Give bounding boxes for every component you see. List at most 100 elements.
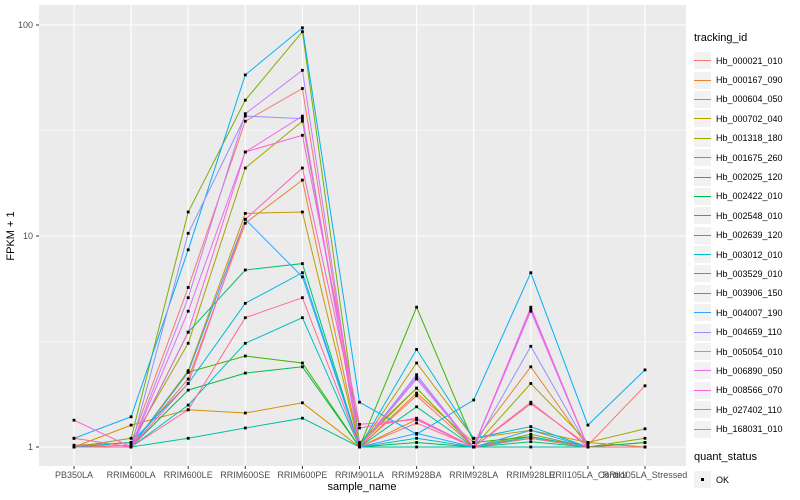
- data-point: [586, 441, 590, 444]
- data-point: [358, 441, 361, 444]
- data-point: [301, 30, 304, 34]
- legend-item-label: Hb_003906_150: [716, 288, 783, 299]
- data-point: [301, 68, 304, 72]
- legend-line-icon: [694, 370, 711, 372]
- data-point: [186, 369, 190, 373]
- legend-key-icon: [694, 52, 711, 70]
- data-point: [472, 398, 476, 402]
- data-point: [301, 316, 304, 320]
- x-tick-label: RRIM928LE: [506, 470, 555, 480]
- data-point: [243, 301, 247, 305]
- quant-status-item: OK: [694, 470, 798, 489]
- data-point: [358, 423, 361, 426]
- legend-key-icon: [694, 420, 711, 438]
- data-point: [186, 403, 190, 407]
- data-point: [643, 445, 647, 449]
- axis-ticks: [36, 24, 646, 469]
- data-point: [301, 365, 304, 369]
- data-point: [415, 416, 418, 420]
- x-tick-label: RRIM600LE: [164, 470, 213, 480]
- legend-key-icon: [694, 362, 711, 380]
- data-point: [529, 382, 533, 385]
- legend-line-icon: [694, 79, 711, 81]
- data-point: [643, 384, 647, 388]
- legend-line-icon: [694, 389, 711, 391]
- data-point: [415, 373, 418, 377]
- data-point: [129, 423, 133, 427]
- legend-item: Hb_000021_010: [694, 51, 798, 70]
- legend-title-quant-status: quant_status: [694, 450, 757, 463]
- data-point: [301, 166, 304, 170]
- legend-line-icon: [694, 118, 711, 120]
- data-point: [243, 316, 247, 320]
- legend-key-icon: [694, 129, 711, 147]
- y-tick-label: 1: [28, 442, 33, 452]
- legend-key-icon: [694, 90, 711, 108]
- data-point: [415, 348, 418, 351]
- data-point: [301, 114, 304, 118]
- data-point: [186, 210, 190, 214]
- data-point: [415, 375, 418, 379]
- x-tick-label: RRIM600LA: [107, 470, 156, 480]
- quant-status-block: quant_status OK: [694, 451, 798, 489]
- data-point: [243, 98, 247, 102]
- x-tick-label: RRIM928LA: [449, 470, 498, 480]
- legend-item-label: Hb_001675_260: [716, 152, 783, 163]
- legend-line-icon: [694, 176, 711, 178]
- quant-status-items: OK: [694, 470, 798, 489]
- x-tick-label: PB350LA: [55, 470, 93, 480]
- data-point: [301, 210, 304, 214]
- data-point: [529, 425, 533, 428]
- legend-item-label: Hb_002422_010: [716, 191, 783, 202]
- data-point: [529, 435, 533, 438]
- legend-item: Hb_004007_190: [694, 303, 798, 322]
- x-tick-label: RRIM600SE: [220, 470, 270, 480]
- legend-item: Hb_003012_010: [694, 245, 798, 264]
- data-point: [186, 309, 190, 313]
- data-points: [72, 26, 647, 449]
- legend-key-icon: [694, 149, 711, 167]
- legend-item-label: Hb_168031_010: [716, 424, 783, 435]
- data-point: [472, 436, 476, 440]
- legend-item-label: Hb_000702_040: [716, 113, 783, 124]
- data-point: [415, 421, 418, 425]
- x-tick-label: RRII105LA_Control: [549, 470, 627, 480]
- legend-item-label: Hb_000021_010: [716, 55, 783, 66]
- data-point: [243, 371, 247, 375]
- data-point: [243, 119, 247, 123]
- legend-key-icon: [694, 265, 711, 283]
- legend-key-icon: [694, 381, 711, 399]
- data-point: [186, 382, 190, 385]
- legend-item: Hb_005054_010: [694, 342, 798, 361]
- legend-item-label: Hb_004007_190: [716, 307, 783, 318]
- legend-item-label: Hb_002025_120: [716, 172, 783, 183]
- data-point: [301, 361, 304, 365]
- legend-item-label: Hb_003529_010: [716, 268, 783, 279]
- legend-item: Hb_000702_040: [694, 109, 798, 128]
- data-point: [243, 341, 247, 345]
- data-point: [301, 26, 304, 30]
- data-point: [415, 436, 418, 440]
- data-point: [643, 436, 647, 440]
- data-point: [358, 400, 361, 404]
- legend-line-icon: [694, 331, 711, 333]
- data-point: [243, 426, 247, 430]
- data-point: [415, 377, 418, 381]
- data-point: [415, 405, 418, 409]
- legend-item: Hb_000167_090: [694, 70, 798, 89]
- legend-line-icon: [694, 428, 711, 430]
- legend-key-icon: [694, 284, 711, 302]
- black-square-icon: [700, 477, 705, 482]
- legend-item: Hb_003529_010: [694, 264, 798, 283]
- data-point: [586, 445, 590, 449]
- legend-item: Hb_002548_010: [694, 206, 798, 225]
- data-point: [129, 415, 133, 419]
- legend-line-icon: [694, 195, 711, 197]
- data-point: [643, 441, 647, 444]
- data-point: [415, 305, 418, 309]
- data-point: [186, 231, 190, 235]
- data-point: [243, 217, 247, 221]
- data-point: [243, 73, 247, 77]
- legend-item: Hb_002025_120: [694, 167, 798, 186]
